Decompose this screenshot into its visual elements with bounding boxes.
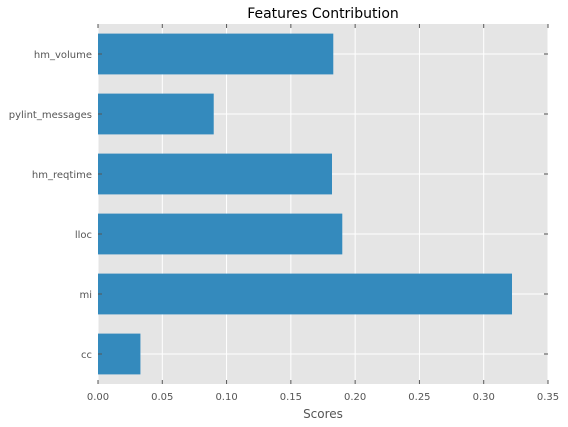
bar-cc	[98, 333, 141, 375]
x-tick-label: 0.30	[473, 392, 495, 403]
y-tick-label: pylint_messages	[9, 110, 92, 121]
bars	[98, 33, 512, 375]
bar-lloc	[98, 213, 343, 255]
x-tick-label: 0.15	[280, 392, 302, 403]
bar-mi	[98, 273, 512, 315]
chart-title: Features Contribution	[247, 6, 399, 22]
y-tick-label: cc	[81, 350, 92, 361]
axis-ticks: 0.00 0.05 0.10 0.15 0.20 0.25 0.30 0.35 cc mi lloc…	[9, 24, 559, 403]
x-tick-label: 0.25	[408, 392, 430, 403]
x-axis-label: Scores	[303, 407, 343, 421]
y-tick-label: hm_reqtime	[32, 170, 92, 181]
x-tick-label: 0.10	[215, 392, 237, 403]
x-tick-label: 0.00	[87, 392, 109, 403]
x-tick-label: 0.35	[537, 392, 559, 403]
y-tick-label: lloc	[75, 230, 92, 241]
bar-hm_volume	[98, 33, 334, 75]
y-tick-label: hm_volume	[34, 50, 92, 61]
y-tick-label: mi	[79, 290, 92, 301]
plot-background	[98, 24, 548, 384]
x-tick-label: 0.20	[344, 392, 366, 403]
x-tick-label: 0.05	[151, 392, 173, 403]
bar-hm_reqtime	[98, 153, 332, 195]
bar-pylint_messages	[98, 93, 214, 135]
